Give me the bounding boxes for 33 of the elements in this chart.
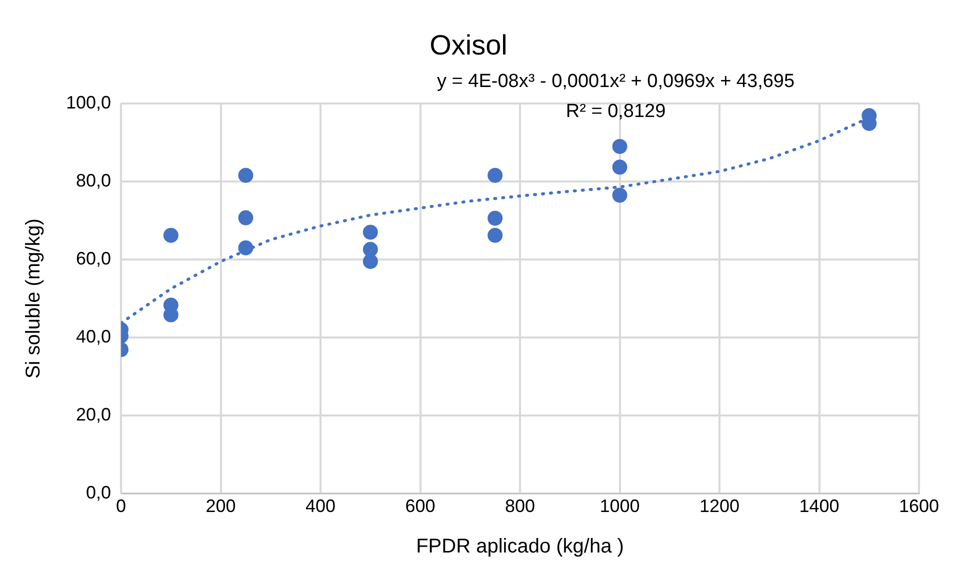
- point: [488, 168, 503, 183]
- text: y = 4E-08x³ - 0,0001x² + 0,0969x + 43,695: [437, 70, 795, 92]
- annotation: R² = 0,8129: [566, 100, 666, 122]
- x-tick-label: 400: [306, 496, 336, 516]
- y-tick-label: 60,0: [76, 248, 112, 268]
- y-tick-label: 0,0: [86, 482, 112, 502]
- point: [362, 224, 378, 240]
- y-tick-label: 20,0: [76, 404, 112, 424]
- x-tick-label: 1600: [898, 496, 940, 516]
- point: [488, 228, 503, 243]
- x-axis-title: FPDR aplicado (kg/ha ): [416, 536, 624, 558]
- x-tick-label: 200: [206, 496, 236, 516]
- x-tick-label: 1200: [699, 496, 740, 516]
- chart-title: Oxisol: [430, 30, 508, 61]
- y-tick-label: 100,0: [66, 92, 112, 113]
- y-axis-title: Si soluble (mg/kg): [22, 218, 45, 379]
- x-tick-label: 1400: [799, 496, 840, 516]
- point: [362, 254, 378, 269]
- point: [612, 160, 628, 175]
- point: [238, 240, 254, 256]
- point: [362, 242, 378, 257]
- point: [238, 168, 254, 183]
- point: [612, 138, 628, 154]
- point: [238, 210, 254, 226]
- point: [163, 228, 178, 243]
- y-tick-label: 80,0: [76, 170, 112, 191]
- x-tick-label: 0: [116, 496, 126, 516]
- y-tick-label: 40,0: [76, 326, 112, 346]
- point: [488, 210, 503, 226]
- x-tick-label: 800: [505, 496, 536, 516]
- point: [612, 188, 628, 203]
- x-tick-label: 1000: [600, 496, 640, 516]
- x-tick-label: 600: [405, 496, 436, 516]
